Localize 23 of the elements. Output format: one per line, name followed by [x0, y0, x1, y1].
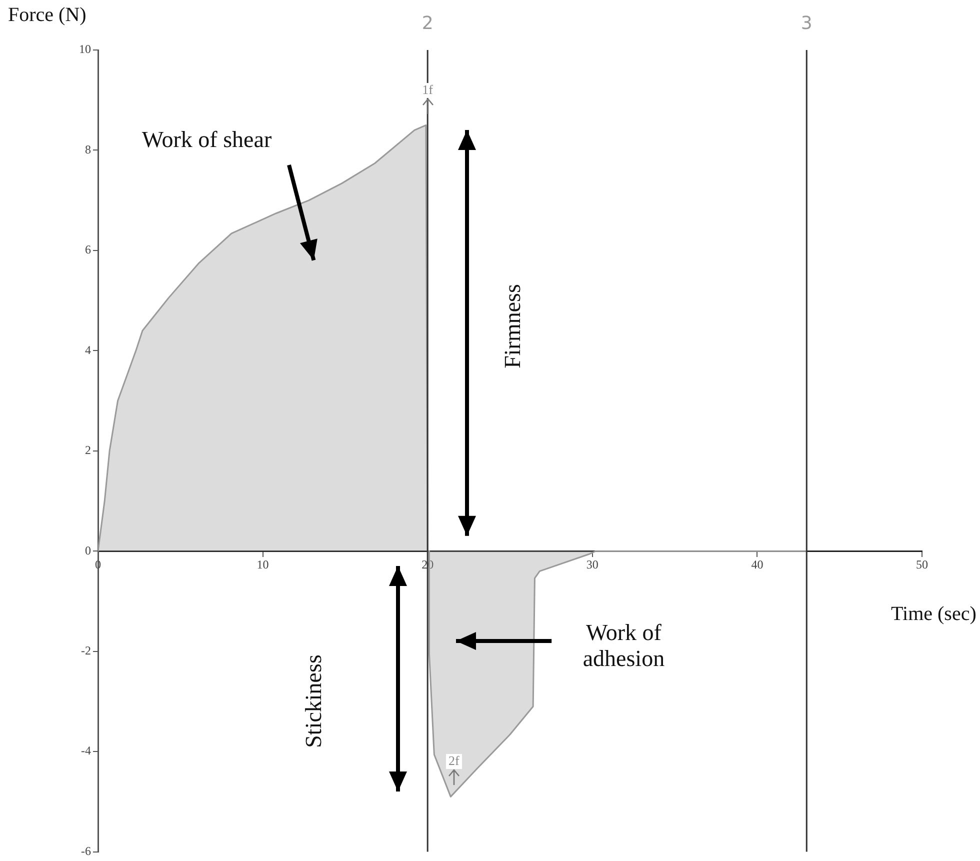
- x-tick-label: 10: [256, 557, 269, 572]
- y-tick-label: -2: [81, 644, 91, 658]
- y-tick-label: -4: [81, 744, 91, 758]
- x-axis-title: Time (sec): [891, 603, 976, 626]
- text: 2: [420, 12, 434, 34]
- annotation: Work of adhesion: [582, 620, 666, 673]
- annotation: 2f: [446, 753, 462, 770]
- y-tick-label: -6: [81, 844, 91, 858]
- y-tick-label: 0: [85, 543, 91, 558]
- text: 3: [800, 12, 814, 34]
- x-tick-label: 30: [586, 557, 598, 572]
- y-tick-label: 2: [85, 443, 91, 458]
- y-tick-label: 8: [85, 142, 91, 156]
- y-tick-label: 10: [79, 42, 91, 56]
- annotation: Firmness: [500, 282, 526, 370]
- y-tick-label: 6: [85, 242, 91, 257]
- x-tick-label: 40: [751, 557, 764, 572]
- annotation: 1f: [420, 82, 436, 98]
- y-tick-label: 4: [85, 342, 91, 357]
- x-tick-label: 50: [916, 557, 928, 572]
- annotation: Stickiness: [300, 654, 327, 750]
- annotation: Work of shear: [142, 127, 272, 154]
- y-axis-title: Force (N): [8, 4, 86, 27]
